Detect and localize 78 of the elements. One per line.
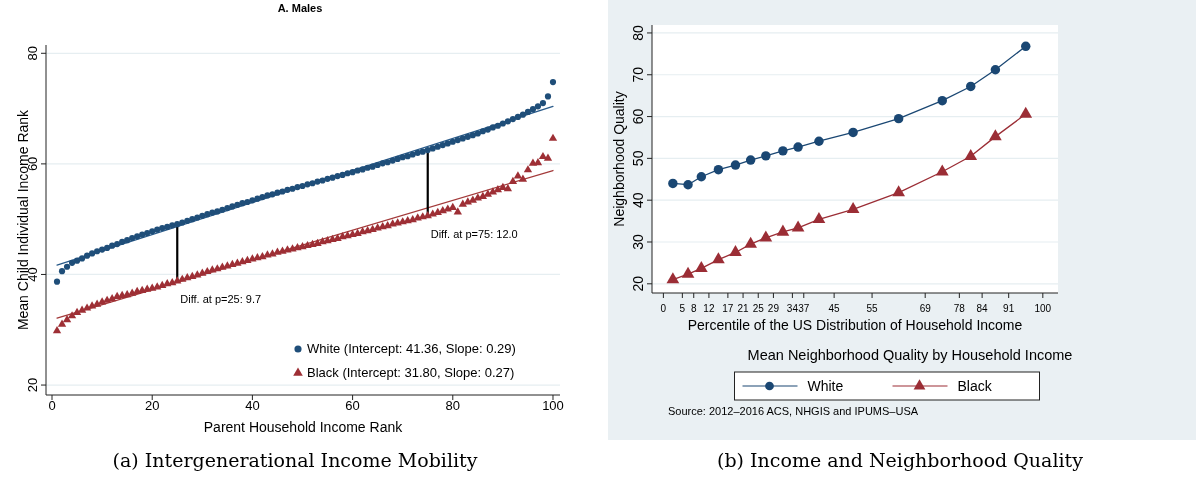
point — [791, 220, 805, 232]
point — [846, 202, 860, 214]
point — [694, 260, 708, 272]
annotation: Diff. at p=25: 9.7 — [180, 293, 262, 306]
point — [683, 179, 693, 190]
x-tick-label: 25 — [752, 303, 765, 314]
y-axis-title: Neighborhood Quality — [611, 91, 627, 227]
point — [964, 148, 978, 160]
y-tick-label: 60 — [630, 108, 646, 125]
point — [681, 266, 695, 278]
text: (a) Intergenerational Income Mobility — [112, 449, 478, 471]
x-tick-label: 21 — [737, 303, 750, 314]
x-tick-label: 37 — [798, 303, 810, 314]
point — [793, 142, 803, 152]
x-tick-label: 12 — [703, 303, 715, 314]
point — [712, 252, 725, 264]
x-tick-label: 0 — [48, 398, 56, 413]
x-tick-label: 55 — [866, 303, 879, 314]
point — [776, 224, 790, 236]
legend-label: White — [807, 378, 844, 394]
x-tick-label: 45 — [828, 303, 841, 314]
y-tick-label: 80 — [25, 46, 40, 61]
x-tick-label: 60 — [345, 398, 360, 413]
x-tick-label: 40 — [245, 398, 260, 413]
point — [713, 164, 724, 175]
x-tick-label: 34 — [786, 303, 799, 314]
point — [1019, 106, 1033, 118]
x-tick-label: 29 — [767, 303, 780, 314]
point — [744, 236, 758, 248]
x-tick-label: 17 — [722, 303, 734, 314]
point — [937, 95, 947, 106]
y-tick-label: 70 — [630, 66, 646, 83]
x-tick-label: 20 — [144, 398, 160, 413]
x-tick-label: 8 — [690, 303, 697, 314]
annotation: Diff. at p=75: 12.0 — [430, 227, 518, 240]
point — [990, 65, 1001, 75]
point — [1021, 41, 1031, 52]
point — [989, 129, 1002, 141]
y-tick-label: 20 — [630, 275, 646, 292]
x-tick-label: 100 — [1034, 303, 1052, 314]
legend-label: Black — [957, 378, 993, 394]
y-tick-label: 30 — [630, 234, 646, 250]
point — [814, 136, 824, 146]
x-axis-title: Percentile of the US Distribution of Household Income — [687, 317, 1023, 333]
y-tick-label: 40 — [630, 192, 646, 208]
text: (b) Income and Neighborhood Quality — [717, 449, 1084, 471]
y-tick-label: 80 — [630, 24, 646, 41]
point — [812, 212, 826, 224]
point — [892, 185, 905, 197]
point — [778, 146, 788, 156]
point — [745, 155, 756, 165]
x-tick-label: 100 — [542, 398, 564, 413]
chart-title: A. Males — [277, 2, 323, 14]
point — [935, 164, 949, 176]
point — [696, 172, 707, 182]
point — [668, 178, 678, 189]
x-tick-label: 80 — [445, 398, 461, 413]
y-tick-label: 20 — [25, 377, 40, 393]
x-tick-label: 84 — [976, 303, 989, 314]
text: Mean Neighborhood Quality by Household Income — [747, 347, 1073, 363]
x-tick-label: 5 — [679, 303, 686, 314]
source-note: Source: 2012–2016 ACS, NHGIS and IPUMS–USA — [668, 405, 919, 417]
point — [848, 127, 858, 138]
x-axis-title: Parent Household Income Rank — [203, 419, 404, 435]
point — [730, 160, 741, 170]
y-tick-label: 50 — [630, 150, 646, 167]
x-tick-label: 78 — [953, 303, 966, 314]
point — [666, 272, 680, 284]
legend-label: Black (Intercept: 31.80, Slope: 0.27) — [307, 365, 515, 380]
x-tick-label: 91 — [1003, 303, 1015, 314]
x-tick-label: 69 — [919, 303, 932, 314]
legend-label: White (Intercept: 41.36, Slope: 0.29) — [307, 341, 516, 356]
x-tick-label: 0 — [660, 303, 667, 314]
point — [729, 245, 742, 257]
point — [966, 81, 976, 92]
point — [759, 230, 773, 242]
point — [761, 151, 771, 161]
point — [893, 113, 904, 124]
